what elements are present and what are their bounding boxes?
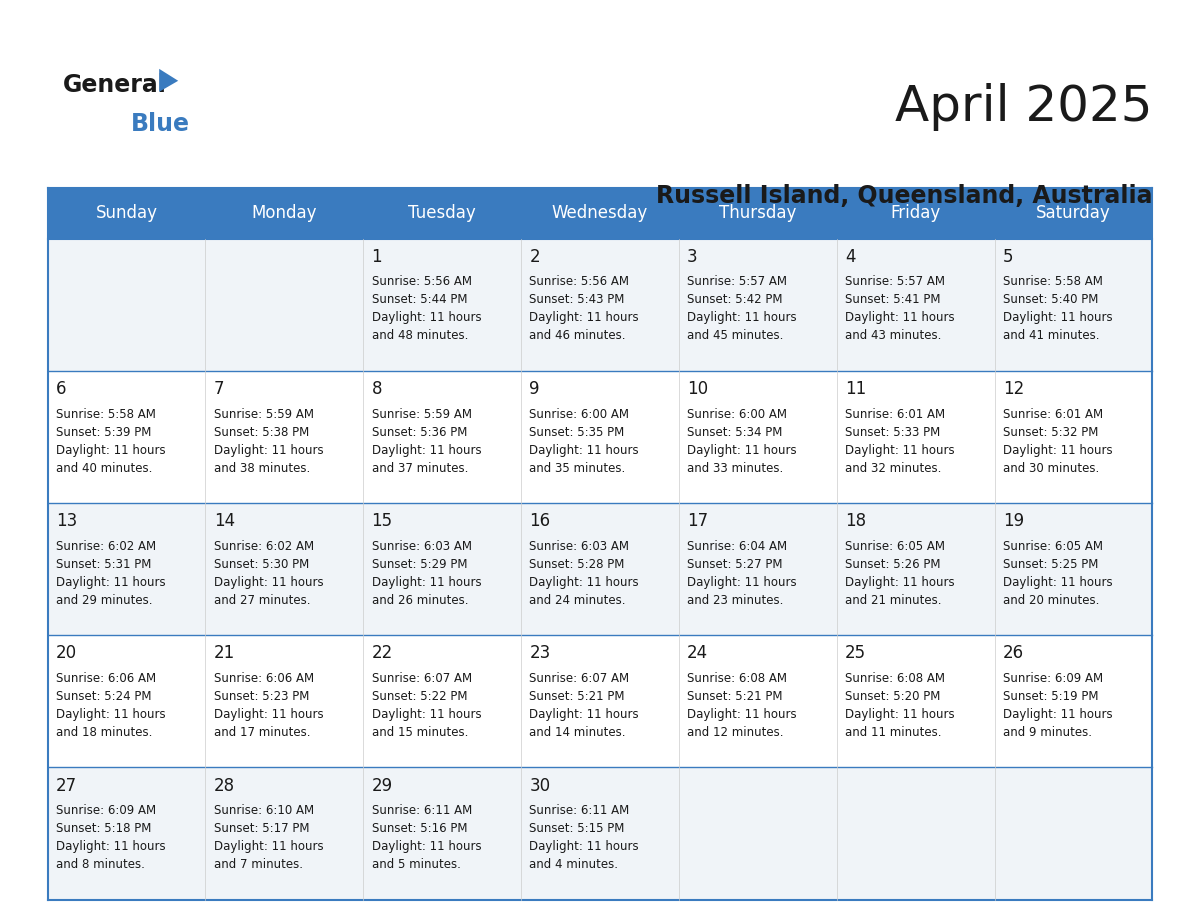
- Text: Sunrise: 6:07 AM
Sunset: 5:22 PM
Daylight: 11 hours
and 15 minutes.: Sunrise: 6:07 AM Sunset: 5:22 PM Dayligh…: [372, 672, 481, 739]
- Text: 7: 7: [214, 380, 225, 398]
- Text: 18: 18: [845, 512, 866, 531]
- Text: Sunrise: 6:11 AM
Sunset: 5:15 PM
Daylight: 11 hours
and 4 minutes.: Sunrise: 6:11 AM Sunset: 5:15 PM Dayligh…: [530, 804, 639, 871]
- Text: Sunrise: 5:59 AM
Sunset: 5:36 PM
Daylight: 11 hours
and 37 minutes.: Sunrise: 5:59 AM Sunset: 5:36 PM Dayligh…: [372, 408, 481, 475]
- Text: 13: 13: [56, 512, 77, 531]
- Text: 3: 3: [687, 248, 697, 266]
- Text: 20: 20: [56, 644, 77, 663]
- Text: Wednesday: Wednesday: [551, 205, 649, 222]
- Text: 5: 5: [1003, 248, 1013, 266]
- Text: 30: 30: [530, 777, 550, 795]
- Text: Sunrise: 6:11 AM
Sunset: 5:16 PM
Daylight: 11 hours
and 5 minutes.: Sunrise: 6:11 AM Sunset: 5:16 PM Dayligh…: [372, 804, 481, 871]
- Text: Sunday: Sunday: [95, 205, 158, 222]
- Text: 4: 4: [845, 248, 855, 266]
- Text: Sunrise: 6:02 AM
Sunset: 5:30 PM
Daylight: 11 hours
and 27 minutes.: Sunrise: 6:02 AM Sunset: 5:30 PM Dayligh…: [214, 540, 323, 607]
- Text: 22: 22: [372, 644, 393, 663]
- Text: Sunrise: 6:09 AM
Sunset: 5:19 PM
Daylight: 11 hours
and 9 minutes.: Sunrise: 6:09 AM Sunset: 5:19 PM Dayligh…: [1003, 672, 1112, 739]
- Text: General: General: [63, 73, 166, 97]
- Text: Sunrise: 5:58 AM
Sunset: 5:40 PM
Daylight: 11 hours
and 41 minutes.: Sunrise: 5:58 AM Sunset: 5:40 PM Dayligh…: [1003, 275, 1112, 342]
- Text: Sunrise: 6:02 AM
Sunset: 5:31 PM
Daylight: 11 hours
and 29 minutes.: Sunrise: 6:02 AM Sunset: 5:31 PM Dayligh…: [56, 540, 165, 607]
- Text: 12: 12: [1003, 380, 1024, 398]
- Text: Russell Island, Queensland, Australia: Russell Island, Queensland, Australia: [656, 184, 1152, 207]
- Text: Sunrise: 6:06 AM
Sunset: 5:24 PM
Daylight: 11 hours
and 18 minutes.: Sunrise: 6:06 AM Sunset: 5:24 PM Dayligh…: [56, 672, 165, 739]
- Text: 1: 1: [372, 248, 383, 266]
- Text: Sunrise: 5:56 AM
Sunset: 5:43 PM
Daylight: 11 hours
and 46 minutes.: Sunrise: 5:56 AM Sunset: 5:43 PM Dayligh…: [530, 275, 639, 342]
- Text: 27: 27: [56, 777, 77, 795]
- Text: 28: 28: [214, 777, 235, 795]
- Text: Sunrise: 6:01 AM
Sunset: 5:33 PM
Daylight: 11 hours
and 32 minutes.: Sunrise: 6:01 AM Sunset: 5:33 PM Dayligh…: [845, 408, 955, 475]
- Text: Sunrise: 5:58 AM
Sunset: 5:39 PM
Daylight: 11 hours
and 40 minutes.: Sunrise: 5:58 AM Sunset: 5:39 PM Dayligh…: [56, 408, 165, 475]
- Text: 29: 29: [372, 777, 392, 795]
- Text: Sunrise: 6:00 AM
Sunset: 5:35 PM
Daylight: 11 hours
and 35 minutes.: Sunrise: 6:00 AM Sunset: 5:35 PM Dayligh…: [530, 408, 639, 475]
- Text: 19: 19: [1003, 512, 1024, 531]
- Text: Sunrise: 6:08 AM
Sunset: 5:20 PM
Daylight: 11 hours
and 11 minutes.: Sunrise: 6:08 AM Sunset: 5:20 PM Dayligh…: [845, 672, 955, 739]
- Text: Sunrise: 6:00 AM
Sunset: 5:34 PM
Daylight: 11 hours
and 33 minutes.: Sunrise: 6:00 AM Sunset: 5:34 PM Dayligh…: [687, 408, 797, 475]
- Text: 25: 25: [845, 644, 866, 663]
- Text: 15: 15: [372, 512, 392, 531]
- Text: 14: 14: [214, 512, 235, 531]
- Text: Sunrise: 6:03 AM
Sunset: 5:29 PM
Daylight: 11 hours
and 26 minutes.: Sunrise: 6:03 AM Sunset: 5:29 PM Dayligh…: [372, 540, 481, 607]
- Text: Tuesday: Tuesday: [409, 205, 476, 222]
- Text: 8: 8: [372, 380, 383, 398]
- Text: Friday: Friday: [891, 205, 941, 222]
- Text: Sunrise: 5:57 AM
Sunset: 5:41 PM
Daylight: 11 hours
and 43 minutes.: Sunrise: 5:57 AM Sunset: 5:41 PM Dayligh…: [845, 275, 955, 342]
- Text: 16: 16: [530, 512, 550, 531]
- Text: Sunrise: 6:08 AM
Sunset: 5:21 PM
Daylight: 11 hours
and 12 minutes.: Sunrise: 6:08 AM Sunset: 5:21 PM Dayligh…: [687, 672, 797, 739]
- Text: Blue: Blue: [131, 112, 190, 136]
- Text: Sunrise: 6:05 AM
Sunset: 5:25 PM
Daylight: 11 hours
and 20 minutes.: Sunrise: 6:05 AM Sunset: 5:25 PM Dayligh…: [1003, 540, 1112, 607]
- Text: 17: 17: [687, 512, 708, 531]
- Text: 6: 6: [56, 380, 67, 398]
- Text: 23: 23: [530, 644, 550, 663]
- Text: Sunrise: 6:03 AM
Sunset: 5:28 PM
Daylight: 11 hours
and 24 minutes.: Sunrise: 6:03 AM Sunset: 5:28 PM Dayligh…: [530, 540, 639, 607]
- Text: Saturday: Saturday: [1036, 205, 1111, 222]
- Text: 24: 24: [687, 644, 708, 663]
- Text: 21: 21: [214, 644, 235, 663]
- Text: April 2025: April 2025: [895, 83, 1152, 130]
- Text: 11: 11: [845, 380, 866, 398]
- Text: Monday: Monday: [252, 205, 317, 222]
- Text: Sunrise: 6:09 AM
Sunset: 5:18 PM
Daylight: 11 hours
and 8 minutes.: Sunrise: 6:09 AM Sunset: 5:18 PM Dayligh…: [56, 804, 165, 871]
- Text: Sunrise: 6:06 AM
Sunset: 5:23 PM
Daylight: 11 hours
and 17 minutes.: Sunrise: 6:06 AM Sunset: 5:23 PM Dayligh…: [214, 672, 323, 739]
- Text: Sunrise: 6:04 AM
Sunset: 5:27 PM
Daylight: 11 hours
and 23 minutes.: Sunrise: 6:04 AM Sunset: 5:27 PM Dayligh…: [687, 540, 797, 607]
- Text: 2: 2: [530, 248, 541, 266]
- Text: 10: 10: [687, 380, 708, 398]
- Text: Thursday: Thursday: [719, 205, 796, 222]
- Text: Sunrise: 6:07 AM
Sunset: 5:21 PM
Daylight: 11 hours
and 14 minutes.: Sunrise: 6:07 AM Sunset: 5:21 PM Dayligh…: [530, 672, 639, 739]
- Text: Sunrise: 5:57 AM
Sunset: 5:42 PM
Daylight: 11 hours
and 45 minutes.: Sunrise: 5:57 AM Sunset: 5:42 PM Dayligh…: [687, 275, 797, 342]
- Text: 9: 9: [530, 380, 539, 398]
- Text: Sunrise: 5:59 AM
Sunset: 5:38 PM
Daylight: 11 hours
and 38 minutes.: Sunrise: 5:59 AM Sunset: 5:38 PM Dayligh…: [214, 408, 323, 475]
- Text: Sunrise: 5:56 AM
Sunset: 5:44 PM
Daylight: 11 hours
and 48 minutes.: Sunrise: 5:56 AM Sunset: 5:44 PM Dayligh…: [372, 275, 481, 342]
- Text: 26: 26: [1003, 644, 1024, 663]
- Text: Sunrise: 6:05 AM
Sunset: 5:26 PM
Daylight: 11 hours
and 21 minutes.: Sunrise: 6:05 AM Sunset: 5:26 PM Dayligh…: [845, 540, 955, 607]
- Text: Sunrise: 6:01 AM
Sunset: 5:32 PM
Daylight: 11 hours
and 30 minutes.: Sunrise: 6:01 AM Sunset: 5:32 PM Dayligh…: [1003, 408, 1112, 475]
- Text: Sunrise: 6:10 AM
Sunset: 5:17 PM
Daylight: 11 hours
and 7 minutes.: Sunrise: 6:10 AM Sunset: 5:17 PM Dayligh…: [214, 804, 323, 871]
